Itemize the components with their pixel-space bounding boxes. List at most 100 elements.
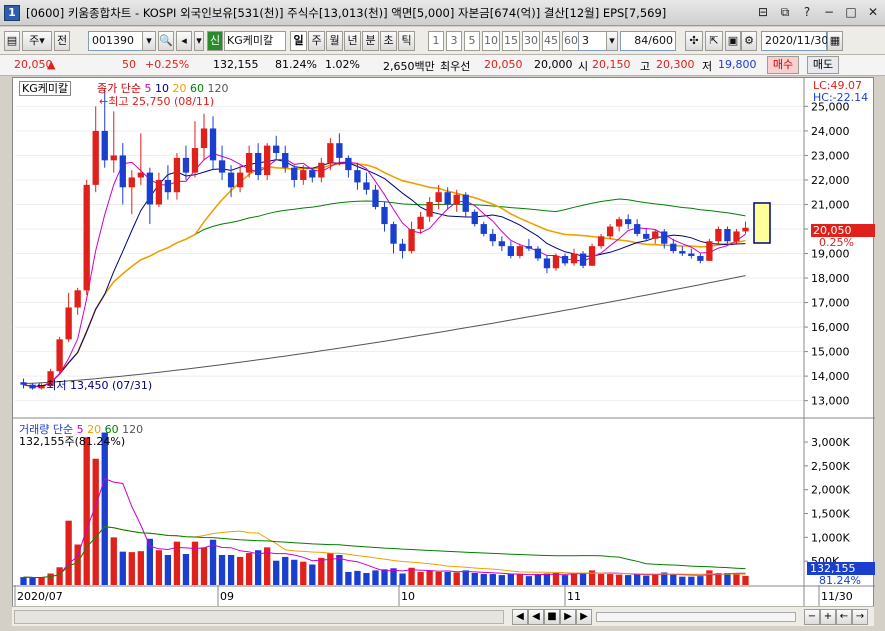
scroll-last-icon[interactable]: ▶ [576, 609, 592, 625]
volume-tick-label: 1,000K [811, 531, 850, 544]
candle-body [697, 255, 704, 261]
x-tick-label: 11 [567, 590, 581, 603]
zoom-slider[interactable] [596, 612, 796, 622]
volume-bar [20, 577, 27, 585]
candle-body [363, 182, 370, 190]
volume-bar [715, 572, 722, 585]
volume-bar [534, 574, 542, 585]
volume-bar [588, 570, 596, 585]
interval-6-button[interactable]: 45 [542, 31, 560, 51]
candle-body [597, 236, 605, 247]
pan-left-icon[interactable]: ← [836, 609, 852, 625]
period-1-button[interactable]: 주 [308, 31, 325, 51]
chart-area[interactable]: 25,00024,00023,00022,00021,00020,00019,0… [12, 77, 875, 608]
candle-body [561, 255, 569, 264]
volume-bar [742, 575, 749, 585]
candle-body [236, 172, 244, 188]
pan-right-icon[interactable]: → [852, 609, 868, 625]
period-5-button[interactable]: 초 [380, 31, 397, 51]
interval-3-button[interactable]: 10 [482, 31, 500, 51]
candle-body [155, 179, 163, 205]
interval-4-button[interactable]: 15 [502, 31, 520, 51]
calendar-icon[interactable]: ▦ [827, 31, 843, 51]
count-dropdown-icon[interactable]: ▾ [606, 31, 618, 51]
dropdown-icon[interactable]: ▾ [194, 31, 204, 51]
volume-bar [597, 574, 605, 585]
period-4-button[interactable]: 분 [362, 31, 379, 51]
high-label: 고 [640, 60, 651, 73]
volume-bar [480, 574, 487, 585]
sound-icon[interactable]: ◂ [176, 31, 192, 51]
candle-body [309, 170, 316, 178]
trade-amount: 2,650백만 [383, 60, 435, 73]
interval-1-button[interactable]: 3 [446, 31, 462, 51]
volume-bar [498, 575, 505, 585]
minimize-icon[interactable]: − [823, 5, 835, 19]
volume-bar [679, 576, 686, 585]
candle-body [679, 251, 686, 254]
restore-window-icon[interactable]: ⧉ [780, 5, 790, 19]
interval-5-button[interactable]: 30 [522, 31, 540, 51]
scroll-next-icon[interactable]: ▶ [560, 609, 576, 625]
candle-body [453, 194, 460, 205]
stock-name-field[interactable]: KG케미칼 [224, 31, 286, 51]
save-icon[interactable]: ▣ [725, 31, 741, 51]
period-0-button[interactable]: 일 [290, 31, 307, 51]
interval-2-button[interactable]: 5 [464, 31, 480, 51]
scroll-first-icon[interactable]: ◀ [512, 609, 528, 625]
zoom-out-icon[interactable]: − [804, 609, 820, 625]
price-tick-label: 16,000 [811, 321, 850, 334]
prev-code-button[interactable]: 전 [54, 31, 70, 51]
indicator-icon[interactable]: ✣ [685, 31, 703, 51]
volume-bar [227, 554, 235, 585]
tile-icon[interactable]: ⊟ [757, 5, 769, 19]
volume-bar [191, 541, 199, 585]
search-icon[interactable]: 🔍 [158, 31, 174, 51]
buy-button[interactable]: 매수 [767, 56, 799, 74]
min-price-label: ←최저 13,450 (07/31) [37, 379, 153, 392]
volume-bar [507, 573, 515, 585]
stock-code-input[interactable]: 001390 [88, 31, 150, 51]
ma5-legend: 5 [144, 82, 152, 95]
vol-ma20-legend: 20 [87, 423, 102, 436]
volume-bar [209, 539, 217, 585]
scroll-prev-icon[interactable]: ◀ [528, 609, 544, 625]
period-3-button[interactable]: 년 [344, 31, 361, 51]
candle-body [227, 172, 235, 188]
horizontal-scrollbar[interactable] [14, 610, 504, 624]
candle-body [200, 128, 208, 149]
forecast-box [753, 202, 771, 244]
candle-body [444, 192, 451, 205]
maximize-icon[interactable]: □ [845, 5, 857, 19]
date-input[interactable]: 2020/11/30 [761, 31, 828, 51]
count-input[interactable]: 3 [578, 31, 608, 51]
volume-bar [561, 575, 569, 585]
period-select[interactable]: 주▾ [22, 31, 52, 51]
layout-icon[interactable]: ▤ [4, 31, 20, 51]
volume-bar [155, 550, 163, 585]
volume-bar [615, 574, 623, 585]
current-price-tag: 20,050 [811, 224, 875, 237]
period-2-button[interactable]: 월 [326, 31, 343, 51]
tools-icon[interactable]: ⇱ [705, 31, 723, 51]
interval-0-button[interactable]: 1 [428, 31, 444, 51]
candle-body [47, 371, 54, 386]
code-dropdown-icon[interactable]: ▾ [142, 31, 156, 51]
sell-button[interactable]: 매도 [807, 56, 839, 74]
stop-icon[interactable]: ■ [544, 609, 560, 625]
close-icon[interactable]: ✕ [867, 5, 879, 19]
candle-body [715, 228, 722, 242]
candle-body [606, 226, 614, 237]
candle-body [218, 160, 226, 173]
period-6-button[interactable]: 틱 [398, 31, 415, 51]
gear-icon[interactable]: ⚙ [741, 31, 757, 51]
price-tick-label: 19,000 [811, 248, 850, 261]
chart-canvas[interactable]: 25,00024,00023,00022,00021,00020,00019,0… [13, 78, 875, 608]
price-tick-label: 23,000 [811, 149, 850, 162]
help-icon[interactable]: ? [803, 5, 811, 19]
lc-label: LC:49.07 [813, 79, 863, 92]
zoom-in-icon[interactable]: + [820, 609, 836, 625]
candle-body [390, 224, 397, 244]
price-panel-stock-name: KG케미칼 [19, 81, 72, 96]
